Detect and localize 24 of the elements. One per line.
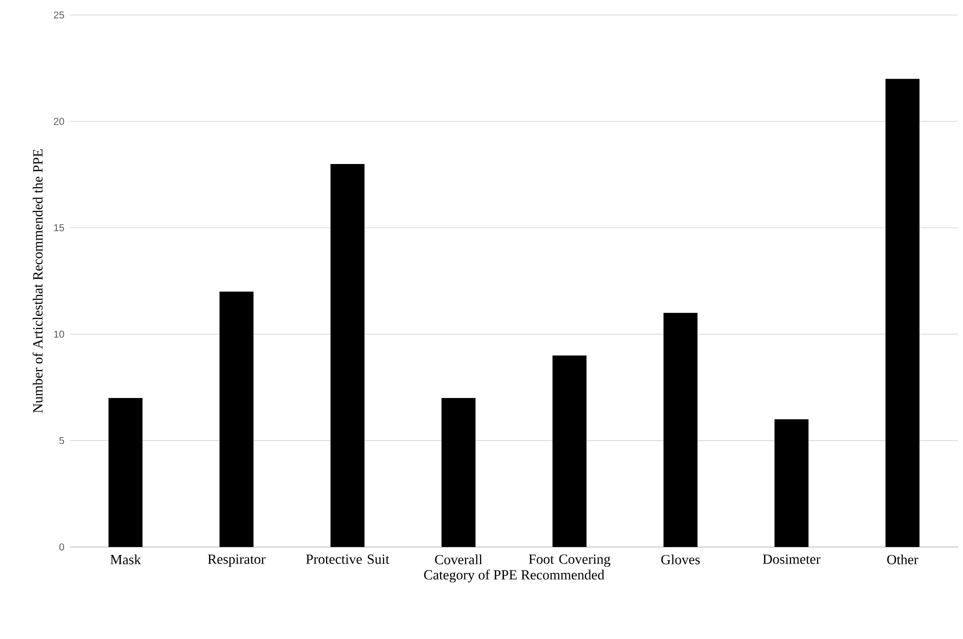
y-tick-label: 5 <box>59 437 64 444</box>
x-tick-label: Gloves <box>661 554 700 564</box>
y-tick-label: 25 <box>54 11 64 19</box>
y-axis-title: Number of Articlesthat Recommended the PPE <box>32 149 43 413</box>
x-tick-label: Foot Covering <box>528 554 610 567</box>
x-tick-label: Protective Suit <box>306 554 390 564</box>
bar <box>664 312 698 547</box>
x-tick-label: Respirator <box>208 554 266 567</box>
bar <box>886 78 920 547</box>
bar <box>552 355 587 547</box>
x-tick-label: Dosimeter <box>762 554 820 564</box>
y-tick-label: 20 <box>54 118 64 125</box>
bar <box>220 292 254 547</box>
x-axis-title: Category of PPE Recommended <box>424 570 604 582</box>
bar <box>774 419 809 547</box>
bar <box>442 398 476 547</box>
x-tick-label: Other <box>887 554 918 564</box>
x-tick-label: Mask <box>110 554 142 564</box>
x-tick-label: Coverall <box>435 554 482 564</box>
y-tick-label: 0 <box>59 543 64 551</box>
y-tick-label: 15 <box>54 224 64 232</box>
bar <box>330 164 365 547</box>
bar <box>108 398 143 547</box>
y-tick-label: 10 <box>54 330 64 338</box>
